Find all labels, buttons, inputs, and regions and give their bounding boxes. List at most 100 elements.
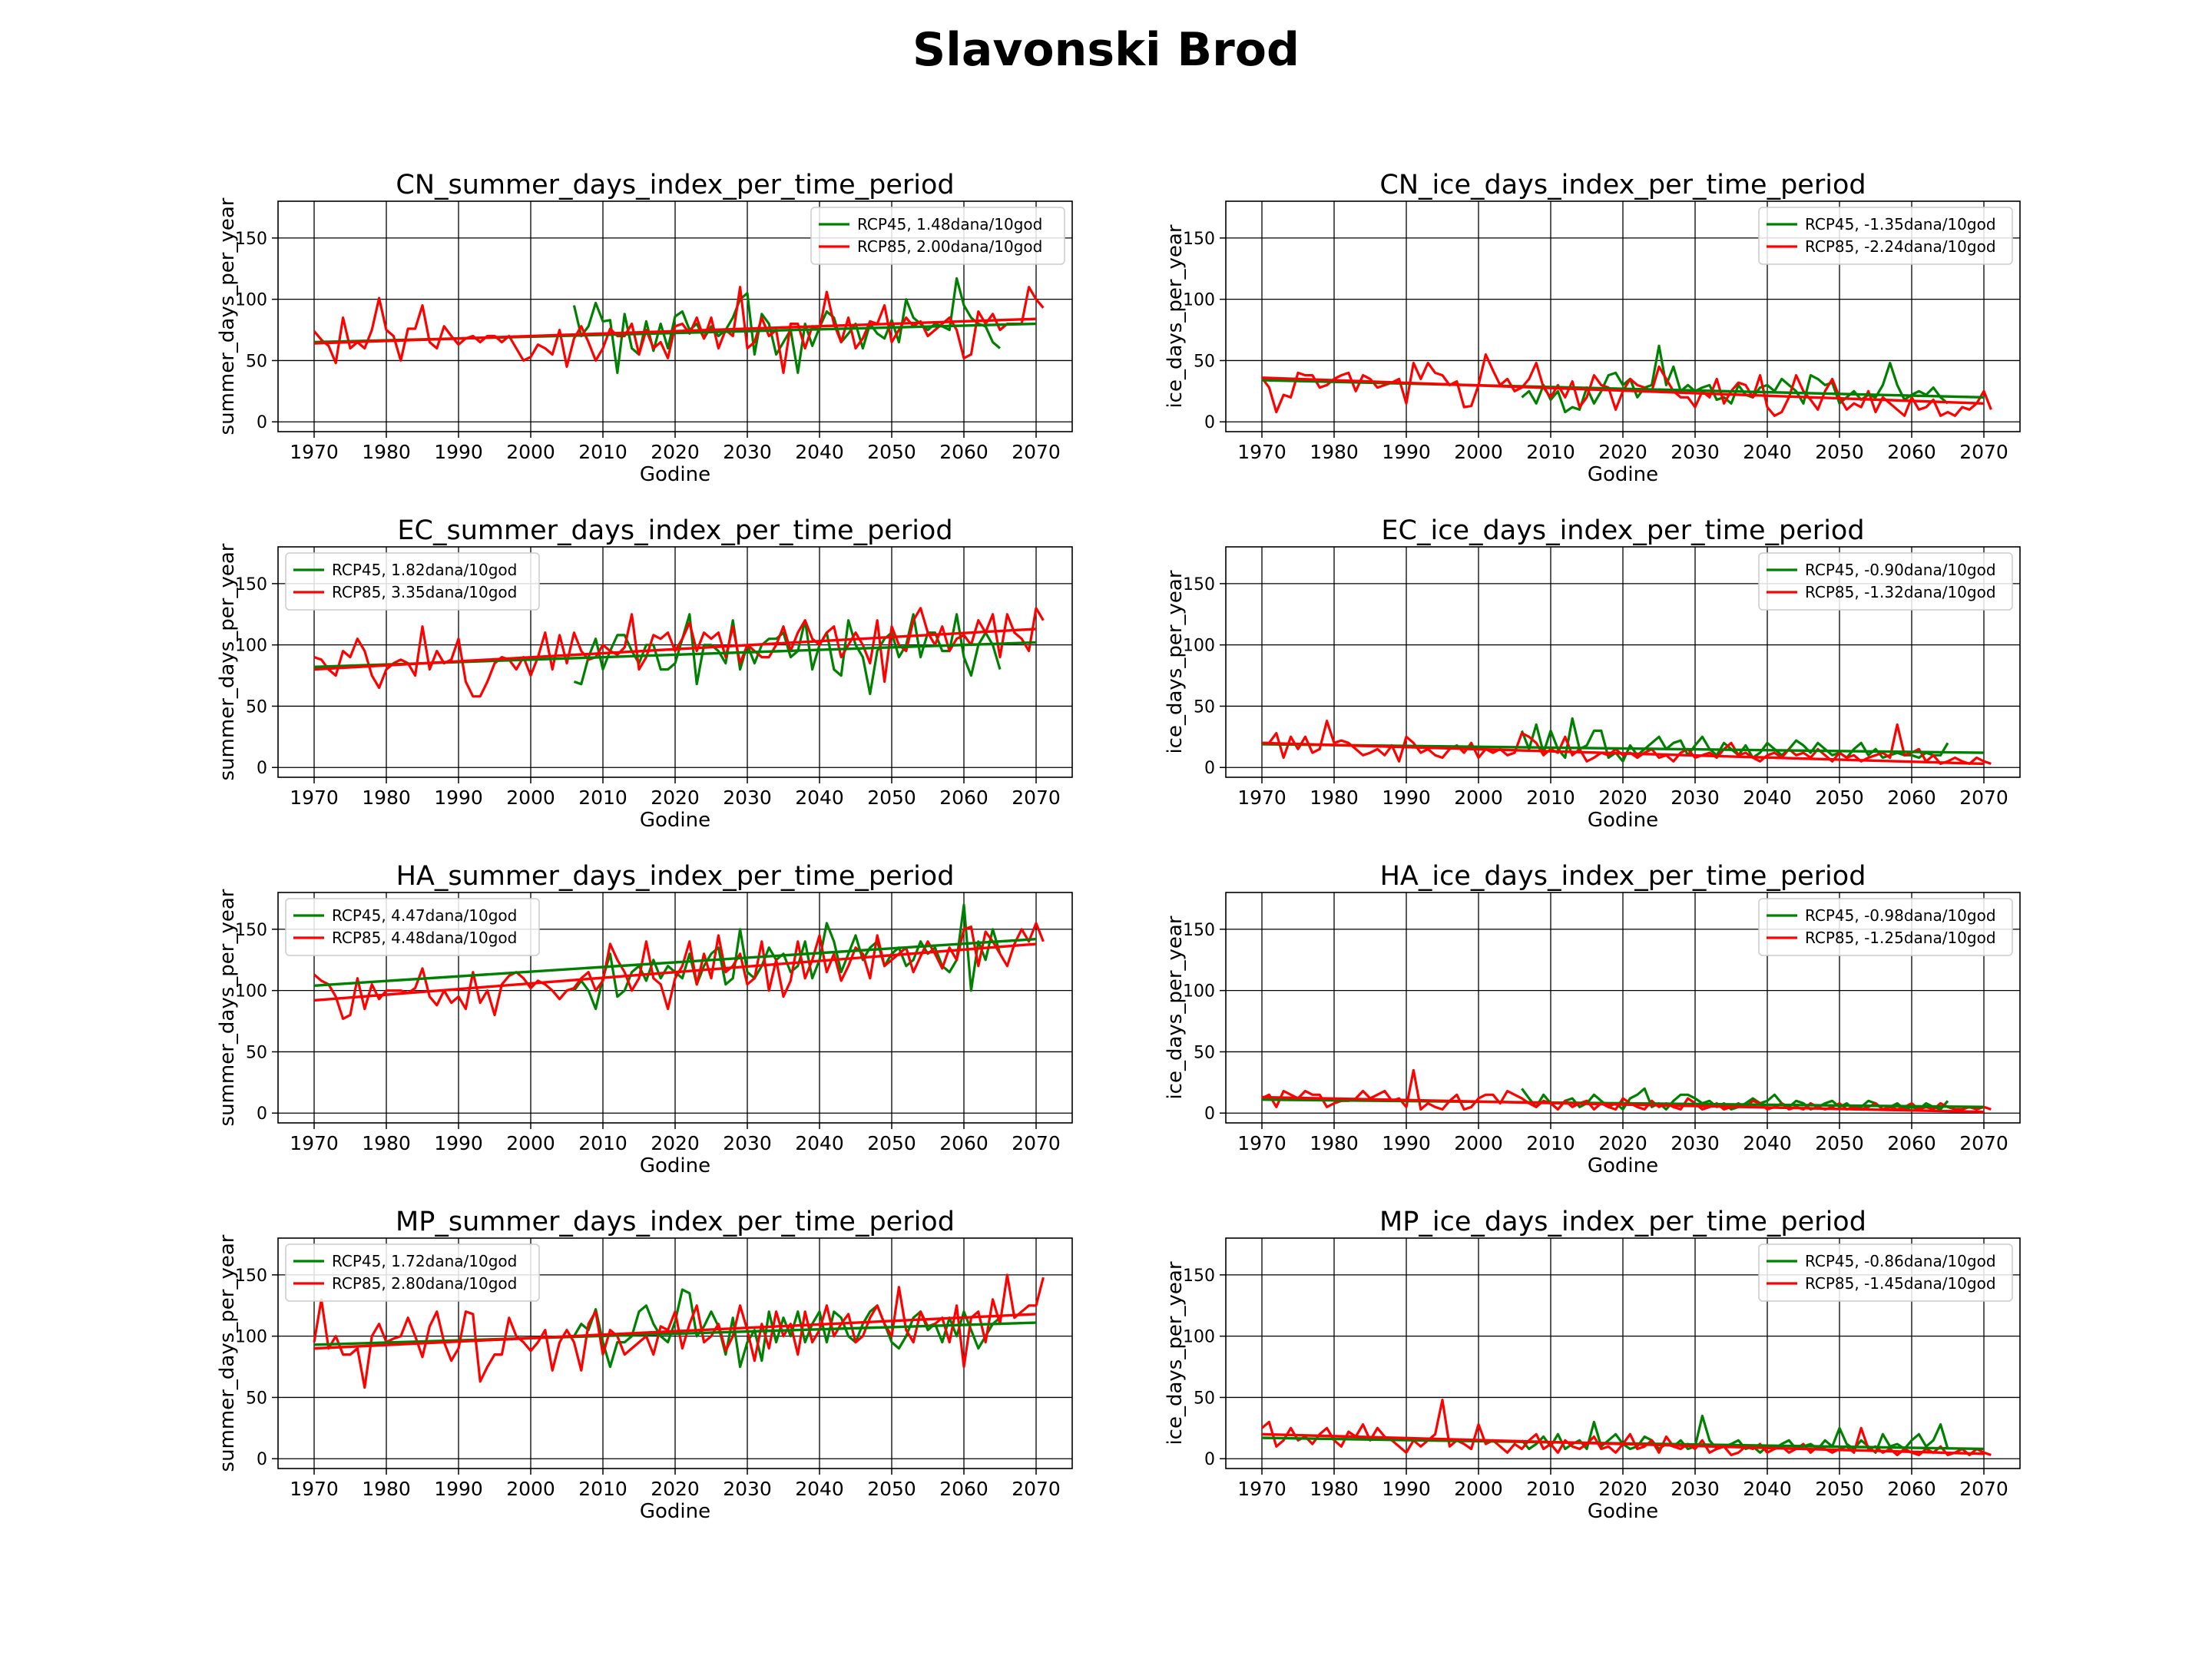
x-axis-label: Godine [1588,809,1658,832]
x-tick-label: 2070 [1959,786,2008,809]
subplot: EC_ice_days_index_per_time_period 1970 198… [1164,515,2021,832]
legend: RCP45, 1.82dana/10god RCP85, 3.35dana/10g… [285,552,540,611]
x-tick-label: 2010 [1526,1132,1575,1154]
x-tick-label: 2050 [1815,441,1864,463]
x-axis-label: Godine [1588,463,1658,486]
x-tick-label: 2060 [1887,441,1936,463]
series-line-rcp85 [313,607,1045,698]
x-tick-label: 1980 [362,1132,411,1154]
x-tick-label: 2070 [1012,441,1061,463]
x-tick-label: 2030 [1671,441,1720,463]
legend-box [285,1243,540,1302]
y-tick-label: 0 [257,759,267,778]
series-line-rcp45 [1521,344,1949,414]
x-tick-label: 1970 [1237,786,1286,809]
series-line-rcp45 [572,276,1002,374]
x-tick-label: 2040 [1743,441,1792,463]
y-tick-label: 150 [235,1267,267,1286]
subplot-title: CN_summer_days_index_per_time_period [396,170,954,200]
y-tick-label: 150 [1183,921,1215,940]
legend: RCP45, -0.86dana/10god RCP85, -1.45dana/1… [1758,1243,2013,1302]
x-tick-label: 2020 [1598,1478,1647,1500]
x-tick-label: 1990 [1382,441,1431,463]
y-axis-label: ice_days_per_year [1164,570,1187,753]
y-tick-label: 50 [1194,352,1215,371]
subplot-title: EC_summer_days_index_per_time_period [397,515,952,546]
x-tick-label: 1990 [1382,786,1431,809]
trend-line-rcp85 [1261,741,1985,766]
x-tick-label: 2020 [651,1132,700,1154]
y-tick-label: 0 [257,1104,267,1124]
y-axis-label: ice_days_per_year [1164,224,1187,408]
x-tick-label: 2030 [1671,786,1720,809]
y-tick-label: 50 [246,352,267,371]
subplot-title: CN_ice_days_index_per_time_period [1379,170,1866,200]
x-tick-label: 2000 [1454,1132,1503,1154]
y-tick-label: 0 [1204,759,1215,778]
subplot-title: MP_ice_days_index_per_time_period [1379,1207,1866,1237]
legend-entry: RCP85, -1.45dana/10god [1805,1274,1996,1293]
x-axis-label: Godine [640,809,710,832]
subplot: HA_summer_days_index_per_time_period 1970… [216,861,1073,1177]
series-line-rcp85 [1260,1398,1992,1457]
x-tick-label: 2040 [795,1478,844,1500]
x-tick-label: 2020 [651,786,700,809]
legend-entry: RCP85, -1.25dana/10god [1805,929,1996,947]
x-tick-label: 2000 [506,786,555,809]
plot-frame [1225,200,2021,432]
trend-line-rcp85 [313,628,1037,671]
legend-entry: RCP45, -1.35dana/10god [1805,215,1996,233]
y-tick-label: 50 [1194,1043,1215,1062]
x-tick-label: 1980 [1310,1478,1359,1500]
legend-entry: RCP45, 1.82dana/10god [332,561,517,579]
y-tick-label: 50 [246,697,267,717]
y-tick-label: 50 [246,1043,267,1062]
legend-box [1758,552,2013,611]
legend-entry: RCP45, 4.47dana/10god [332,906,517,925]
y-tick-label: 100 [1183,637,1215,656]
x-tick-label: 2040 [795,786,844,809]
x-tick-label: 2030 [723,1132,772,1154]
x-tick-label: 2060 [939,441,988,463]
x-tick-label: 2010 [578,1132,628,1154]
trend-line-rcp85 [313,317,1037,345]
x-tick-label: 1970 [290,1478,339,1500]
x-tick-label: 1980 [1310,786,1359,809]
x-tick-label: 1970 [290,786,339,809]
legend: RCP45, 1.72dana/10god RCP85, 2.80dana/10g… [285,1243,540,1302]
trend-line-rcp45 [313,1321,1037,1346]
x-axis-label: Godine [640,1154,710,1177]
subplot-title: EC_ice_days_index_per_time_period [1381,515,1864,546]
legend-box [285,552,540,611]
y-axis-label: summer_days_per_year [216,1234,239,1472]
y-tick-label: 0 [257,1450,267,1469]
y-tick-label: 100 [235,1328,267,1347]
x-tick-label: 2050 [867,1132,916,1154]
y-tick-label: 50 [1194,697,1215,717]
y-tick-label: 150 [235,921,267,940]
y-axis-label: ice_days_per_year [1164,916,1187,1099]
x-axis-label: Godine [1588,1500,1658,1523]
plot-frame [1225,1237,2021,1469]
x-tick-label: 2000 [506,1478,555,1500]
plot-frame [277,892,1073,1124]
plot-frame [277,200,1073,432]
x-tick-label: 2030 [723,441,772,463]
legend-box [285,898,540,956]
legend-entry: RCP85, -2.24dana/10god [1805,237,1996,256]
x-tick-label: 2020 [1598,786,1647,809]
trend-line-rcp85 [313,1313,1037,1350]
x-tick-label: 2070 [1012,1478,1061,1500]
y-tick-label: 150 [235,575,267,594]
legend-box [1758,1243,2013,1302]
subplot: CN_summer_days_index_per_time_period 1970… [216,170,1073,486]
legend-entry: RCP45, -0.86dana/10god [1805,1252,1996,1270]
x-tick-label: 1990 [434,441,483,463]
plot-frame [277,1237,1073,1469]
legend-entry: RCP85, 2.80dana/10god [332,1274,517,1293]
legend-entry: RCP45, 1.48dana/10god [857,215,1042,233]
x-tick-label: 2010 [1526,1478,1575,1500]
legend-box [1758,207,2013,265]
x-tick-label: 2040 [1743,786,1792,809]
y-tick-label: 100 [1183,291,1215,310]
